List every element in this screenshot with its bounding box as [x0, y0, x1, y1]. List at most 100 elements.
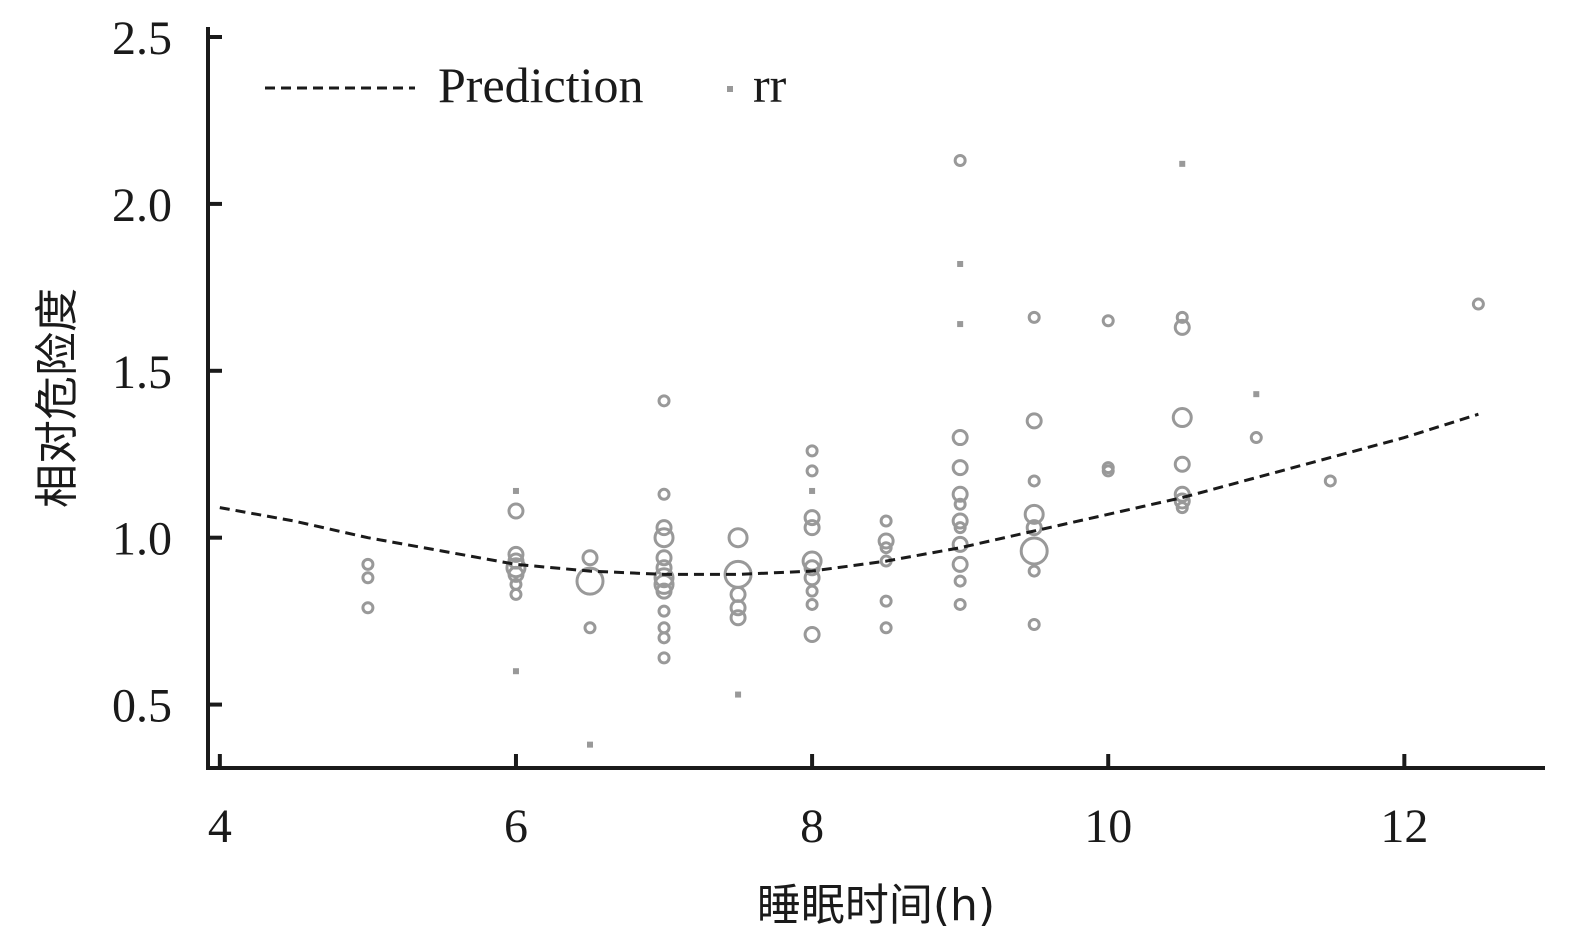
rr-point: [953, 497, 967, 511]
rr-point: [803, 509, 821, 527]
rr-point: [953, 597, 967, 611]
rr-point: [507, 565, 525, 583]
rr-point: [879, 594, 893, 608]
x-tick-label: 6: [504, 800, 528, 853]
rr-point: [507, 502, 525, 520]
rr-point: [951, 459, 969, 477]
legend-prediction-label: Prediction: [438, 57, 644, 113]
rr-point: [957, 260, 964, 267]
rr-point: [583, 621, 597, 635]
rr-point: [951, 555, 969, 573]
rr-point: [655, 549, 673, 567]
rr-point: [1025, 412, 1043, 430]
rr-point: [1027, 474, 1041, 488]
rr-point: [587, 741, 593, 748]
rr-point: [1173, 492, 1191, 510]
rr-point: [729, 599, 747, 617]
rr-point: [805, 444, 819, 458]
rr-point: [1173, 455, 1191, 473]
rr-point: [581, 549, 599, 567]
rr-point: [1019, 536, 1049, 566]
rr-point: [1179, 160, 1186, 167]
rr-point: [1471, 297, 1485, 311]
rr-point: [1249, 431, 1263, 445]
rr-point: [953, 574, 967, 588]
y-tick-label: 0.5: [112, 680, 172, 733]
legend-rr-swatch: [727, 86, 733, 92]
rr-point: [575, 566, 605, 596]
rr-point: [803, 559, 821, 577]
rr-point: [509, 577, 523, 591]
rr-point: [1175, 501, 1189, 515]
rr-point: [957, 321, 964, 328]
rr-point: [729, 609, 747, 627]
rr-point: [361, 557, 375, 571]
rr-point: [879, 541, 893, 555]
axes: [206, 27, 1545, 770]
rr-point: [657, 651, 671, 665]
x-tick-label: 10: [1084, 800, 1132, 853]
rr-point: [512, 668, 519, 675]
rr-point: [657, 631, 671, 645]
legend: Prediction rr: [265, 57, 787, 113]
rr-point: [951, 485, 969, 503]
rr-point: [361, 571, 375, 585]
rr-point: [657, 621, 671, 635]
rr-point: [879, 514, 893, 528]
rr-point: [877, 532, 895, 550]
rr-point: [879, 621, 893, 635]
rr-point: [809, 487, 816, 494]
rr-point: [1171, 407, 1193, 429]
rr-point: [361, 601, 375, 615]
rr-point: [1173, 318, 1191, 336]
rr-point: [1027, 564, 1041, 578]
rr-point: [805, 464, 819, 478]
rr-point: [657, 487, 671, 501]
rr-point: [805, 597, 819, 611]
x-tick-label: 12: [1380, 800, 1428, 853]
rr-point: [953, 154, 967, 168]
rr-point: [1175, 310, 1189, 324]
rr-point: [655, 519, 673, 537]
rr-point: [1323, 474, 1337, 488]
rr-point: [1027, 310, 1041, 324]
rr-point: [507, 545, 525, 563]
rr-point: [655, 582, 673, 600]
rr-point: [1101, 464, 1115, 478]
prediction-line: [219, 412, 1479, 576]
rr-point: [657, 394, 671, 408]
y-tick-label: 1.0: [112, 513, 172, 566]
y-tick-label: 1.5: [112, 346, 172, 399]
rr-point: [653, 527, 675, 549]
rr-point: [735, 691, 742, 698]
x-axis-title: 睡眠时间(h): [757, 880, 995, 931]
rr-point: [1023, 503, 1045, 525]
rr-point: [951, 535, 969, 553]
rr-point: [953, 521, 967, 535]
y-axis-ticks: 0.5 1.0 1.5 2.0 2.5: [112, 12, 222, 733]
x-axis-ticks: 4 6 8 10 12: [208, 754, 1428, 853]
rr-point: [803, 519, 821, 537]
rr-point: [657, 604, 671, 618]
legend-rr-label: rr: [753, 57, 787, 113]
rr-point: [653, 567, 675, 589]
rr-point: [727, 527, 749, 549]
y-tick-label: 2.5: [112, 12, 172, 65]
y-tick-label: 2.0: [112, 179, 172, 232]
x-tick-label: 4: [208, 800, 232, 853]
y-axis-title: 相对危险度: [32, 288, 83, 508]
rr-point: [951, 512, 969, 530]
rr-point: [1025, 519, 1043, 537]
rr-point: [1027, 617, 1041, 631]
plot-area: [219, 154, 1485, 748]
rr-point: [1253, 391, 1260, 398]
rr-point: [805, 584, 819, 598]
rr-point: [951, 429, 969, 447]
x-tick-label: 8: [800, 800, 824, 853]
rr-point: [505, 557, 527, 579]
rr-point: [1101, 314, 1115, 328]
rr-point: [803, 625, 821, 643]
rr-point: [512, 487, 519, 494]
